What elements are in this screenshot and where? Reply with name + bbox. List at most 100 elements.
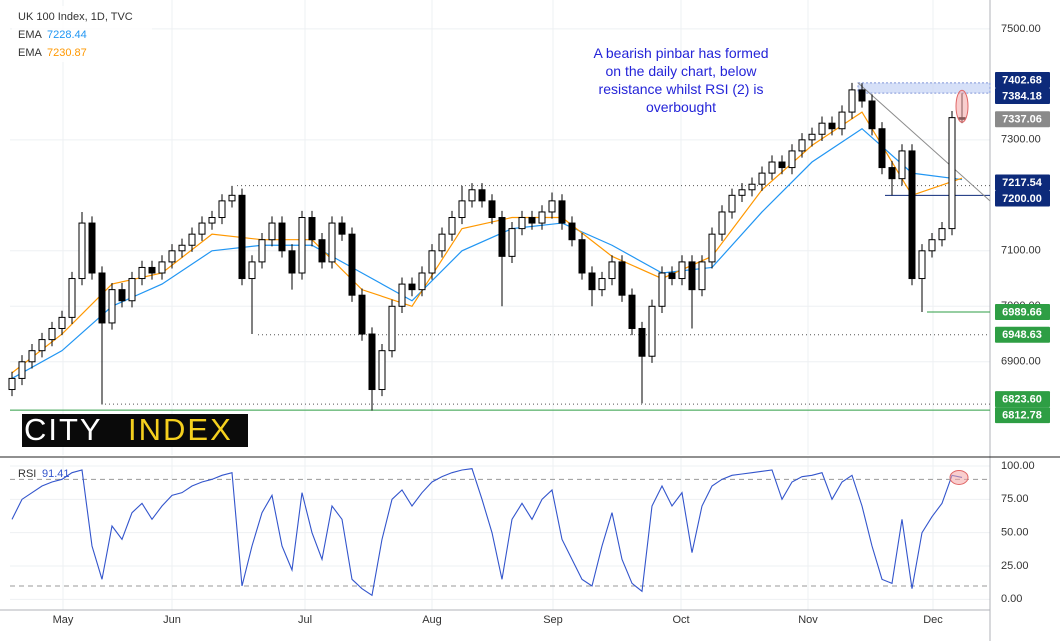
candle-body [408,283,416,291]
candle-body [368,333,376,391]
rsi-line [11,468,963,597]
ema-line [11,111,963,374]
candle-body [148,266,156,274]
candle-body [178,244,186,252]
candle-body [828,122,836,130]
candle-body [608,261,616,280]
annotation: A bearish pinbar has formed on the daily… [593,45,769,115]
candle-body [908,150,916,280]
candle-body [788,150,796,169]
candle-body [548,200,556,213]
candle-body [698,261,706,291]
y-tick-label: 25.00 [1001,560,1029,572]
candle-body [468,189,476,202]
y-tick-label: 0.00 [1001,593,1022,605]
candle-body [818,122,826,135]
price-marker [995,391,1050,408]
candle-body [728,194,736,213]
rsi-title: RSI [18,468,36,480]
candle-body [158,261,166,274]
candle-body [118,289,126,302]
price-marker [995,326,1050,343]
candle-body [48,327,56,341]
price-marker [995,304,1050,321]
price-marker-label: 6823.60 [1002,394,1042,406]
candle-body [398,283,406,307]
price-marker [995,190,1050,207]
candle-body [868,100,876,130]
y-tick-label: 7500.00 [1001,23,1041,35]
candle-body [808,133,816,141]
x-tick-label: Oct [672,614,689,626]
price-marker-label: 7200.00 [1002,193,1042,205]
price-marker [995,111,1050,128]
candle-body [458,200,466,219]
price-marker [995,174,1050,191]
candle-body [28,350,36,363]
logo-bg [22,414,248,447]
candle-body [578,239,586,274]
candle-body [78,222,86,280]
candle-body [358,294,366,335]
candle-body [658,272,666,307]
price-marker-label: 6812.78 [1002,410,1042,422]
legend-value: 7228.44 [47,29,87,41]
candle-body [538,211,546,224]
chart-title: UK 100 Index, 1D, TVC [18,11,133,23]
price-marker [995,87,1050,104]
y-tick-label: 6900.00 [1001,356,1041,368]
candle-body [418,272,426,291]
y-tick-label: 7300.00 [1001,134,1041,146]
candle-body [648,305,656,357]
candle-body [688,261,696,291]
candle-body [328,222,336,263]
rsi-value: 91.41 [42,468,70,480]
candle-body [338,222,346,235]
x-tick-label: Jun [163,614,181,626]
candle-body [848,89,856,113]
candle-body [348,233,356,296]
x-tick-label: Aug [422,614,442,626]
candle-body [128,278,136,302]
candle-body [98,272,106,324]
legend-name: EMA [18,47,43,59]
candle-body [278,222,286,252]
price-marker-label: 7402.68 [1002,74,1042,86]
candle-body [598,278,606,291]
price-marker-label: 7217.54 [1002,177,1043,189]
x-tick-label: May [53,614,74,626]
candle-body [378,350,386,391]
candle-body [208,217,216,224]
ema-line [11,127,963,379]
candle-body [858,89,866,102]
candle-body [88,222,96,274]
candle-body [388,305,396,352]
price-marker-label: 6948.63 [1002,329,1042,341]
highlight [949,469,969,485]
candle-body [748,183,756,191]
candle-body [738,189,746,196]
price-marker-label: 7337.06 [1002,114,1042,126]
candle-body [568,222,576,241]
y-tick-label: 100.00 [1001,460,1035,472]
candle-body [628,294,636,329]
candle-body [168,250,176,263]
x-tick-label: Jul [298,614,312,626]
y-tick-label: 75.00 [1001,493,1029,505]
candle-body [798,139,806,152]
candle-body [478,189,486,202]
x-tick-label: Dec [923,614,943,626]
resistance-zone [857,82,991,94]
candle-body [108,289,116,324]
candle-body [68,278,76,318]
candle-body [508,228,516,257]
candle-body [898,150,906,180]
candle-body [938,228,946,241]
legend-name: EMA [18,29,43,41]
x-tick-label: Nov [798,614,818,626]
candle-body [528,217,536,224]
candle-body [638,327,646,357]
candle-body [768,161,776,174]
candle-body [618,261,626,296]
